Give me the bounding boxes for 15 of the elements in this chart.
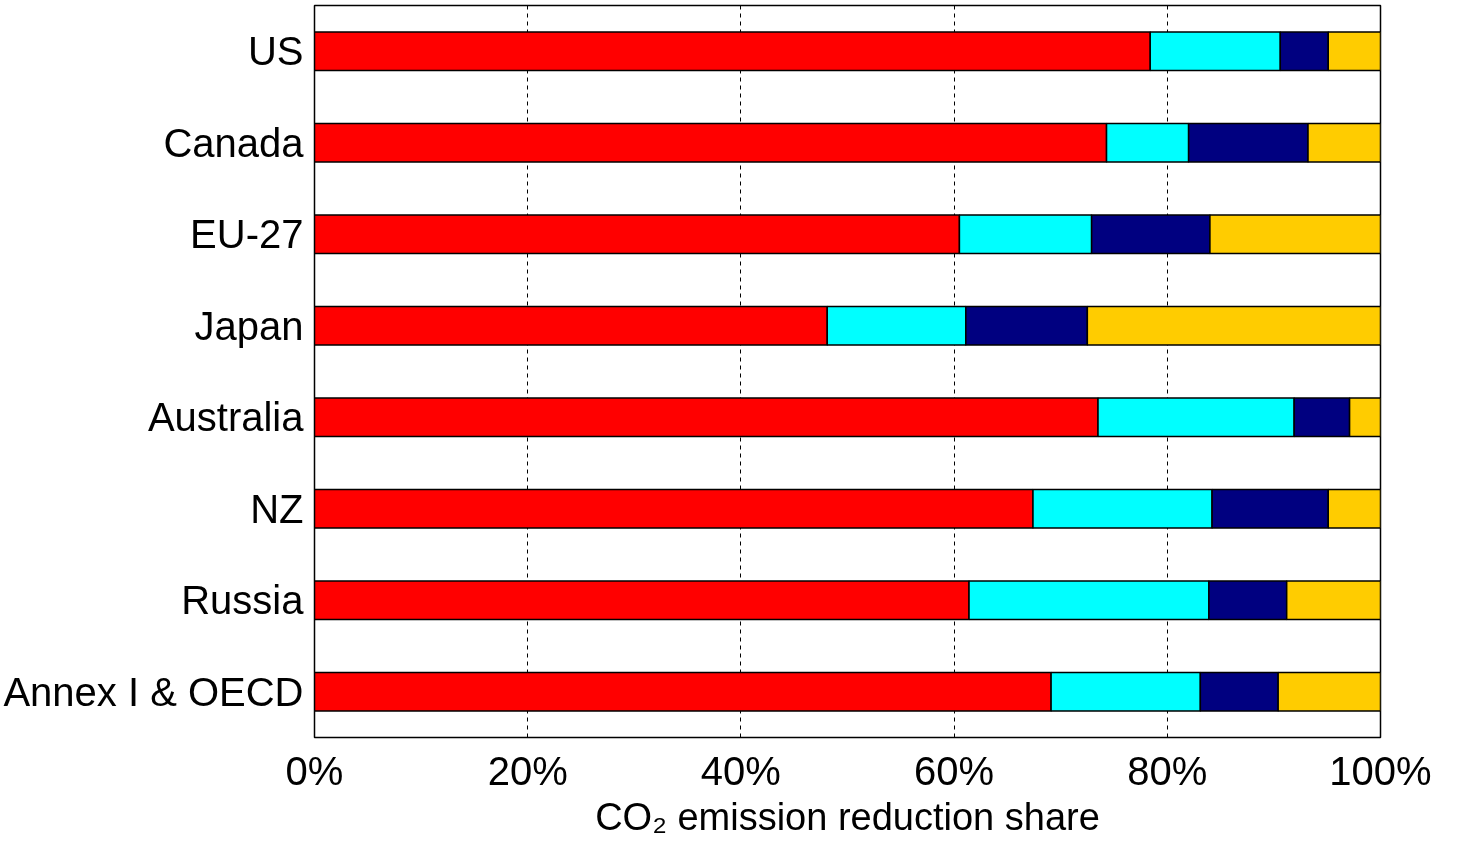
y-tick-label: Russia: [181, 578, 305, 623]
x-tick-label: 100%: [1329, 748, 1432, 793]
y-tick-label: EU-27: [190, 212, 304, 257]
y-tick-label: Canada: [163, 120, 305, 165]
x-tick-label: 20%: [487, 748, 568, 793]
x-tick-label: 80%: [1127, 748, 1208, 793]
x-tick-label: 40%: [700, 748, 781, 793]
y-tick-label: Japan: [194, 303, 304, 348]
y-tick-label: Australia: [147, 395, 305, 440]
x-tick-label: 60%: [914, 748, 995, 793]
x-axis-title: CO₂ emission reduction share: [595, 795, 1100, 838]
y-tick-label: NZ: [250, 486, 304, 531]
y-tick-label: Annex I & OECD: [3, 669, 304, 714]
y-tick-label: US: [247, 29, 304, 74]
x-tick-label: 0%: [285, 748, 344, 793]
